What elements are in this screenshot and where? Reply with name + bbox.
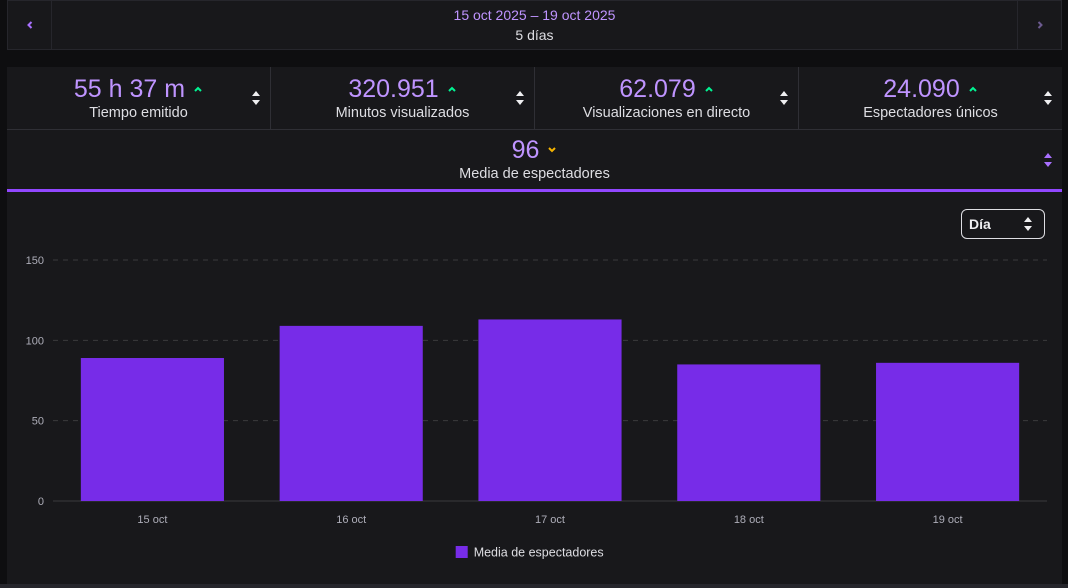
y-tick-label: 0 xyxy=(38,496,44,508)
bar-18-oct xyxy=(677,364,821,501)
sort-icon xyxy=(516,91,524,105)
stat-label: Minutos visualizados xyxy=(335,104,470,121)
trend-up-icon xyxy=(193,82,203,96)
stat-card-average-viewers[interactable]: 96 Media de espectadores xyxy=(7,129,1062,189)
stat-card-stream-time[interactable]: 55 h 37 m Tiempo emitido xyxy=(7,67,271,129)
x-tick-label: 19 oct xyxy=(933,514,963,526)
stat-label: Visualizaciones en directo xyxy=(582,104,751,121)
date-range-display: 15 oct 2025 – 19 oct 2025 5 días xyxy=(52,1,1017,49)
stat-label: Tiempo emitido xyxy=(89,104,188,121)
stat-label: Espectadores únicos xyxy=(863,104,998,121)
bar-17-oct xyxy=(478,319,622,501)
trend-down-icon xyxy=(547,143,557,157)
chevron-right-icon xyxy=(1037,21,1043,29)
select-chevron-icon xyxy=(1024,217,1032,231)
stat-card-unique-viewers[interactable]: 24.090 Espectadores únicos xyxy=(799,67,1062,129)
sort-icon xyxy=(780,91,788,105)
stat-cards: 55 h 37 m Tiempo emitido 320.951 Minutos… xyxy=(7,67,1062,129)
stat-card-minutes-watched[interactable]: 320.951 Minutos visualizados xyxy=(271,67,535,129)
y-tick-label: 100 xyxy=(26,335,44,347)
x-tick-label: 18 oct xyxy=(734,514,764,526)
y-tick-label: 50 xyxy=(32,416,44,428)
selected-stat-indicator xyxy=(7,189,1062,192)
previous-period-button[interactable] xyxy=(8,1,52,49)
trend-up-icon xyxy=(447,82,457,96)
bar-16-oct xyxy=(279,325,423,501)
period-select[interactable]: Día xyxy=(961,209,1045,239)
trend-up-icon xyxy=(968,82,978,96)
period-select-value: Día xyxy=(969,216,991,232)
stat-card-live-views[interactable]: 62.079 Visualizaciones en directo xyxy=(535,67,799,129)
sort-icon xyxy=(252,91,260,105)
bar-chart: 0 50 100 150 15 oct 16 oct 17 oct 18 oct 19 oct M… xyxy=(26,255,1047,560)
stat-value: 62.079 xyxy=(619,74,696,103)
next-period-button[interactable] xyxy=(1017,1,1061,49)
chevron-left-icon xyxy=(26,21,32,29)
stat-value: 320.951 xyxy=(348,74,439,103)
date-range-text: 15 oct 2025 – 19 oct 2025 xyxy=(453,7,616,23)
stat-value: 55 h 37 m xyxy=(73,74,186,103)
chart-panel: Día 0 50 100 150 15 oct 16 oct 17 oct 18 oct 19 … xyxy=(7,192,1062,584)
y-tick-label: 150 xyxy=(26,255,44,267)
date-navigator: 15 oct 2025 – 19 oct 2025 5 días xyxy=(7,0,1062,50)
stat-value: 24.090 xyxy=(883,74,960,103)
bar-19-oct xyxy=(876,362,1020,501)
x-tick-label: 17 oct xyxy=(535,514,565,526)
sort-icon xyxy=(1044,91,1052,105)
sort-icon xyxy=(1044,152,1052,167)
stat-value: 96 xyxy=(511,136,540,164)
legend-label: Media de espectadores xyxy=(474,546,604,560)
x-tick-label: 16 oct xyxy=(336,514,366,526)
date-days-count: 5 días xyxy=(515,27,554,43)
x-tick-label: 15 oct xyxy=(137,514,167,526)
bar-15-oct xyxy=(80,358,224,501)
stat-label: Media de espectadores xyxy=(459,166,610,182)
legend-swatch xyxy=(455,546,468,558)
trend-up-icon xyxy=(704,82,714,96)
bottom-divider xyxy=(0,584,1068,588)
